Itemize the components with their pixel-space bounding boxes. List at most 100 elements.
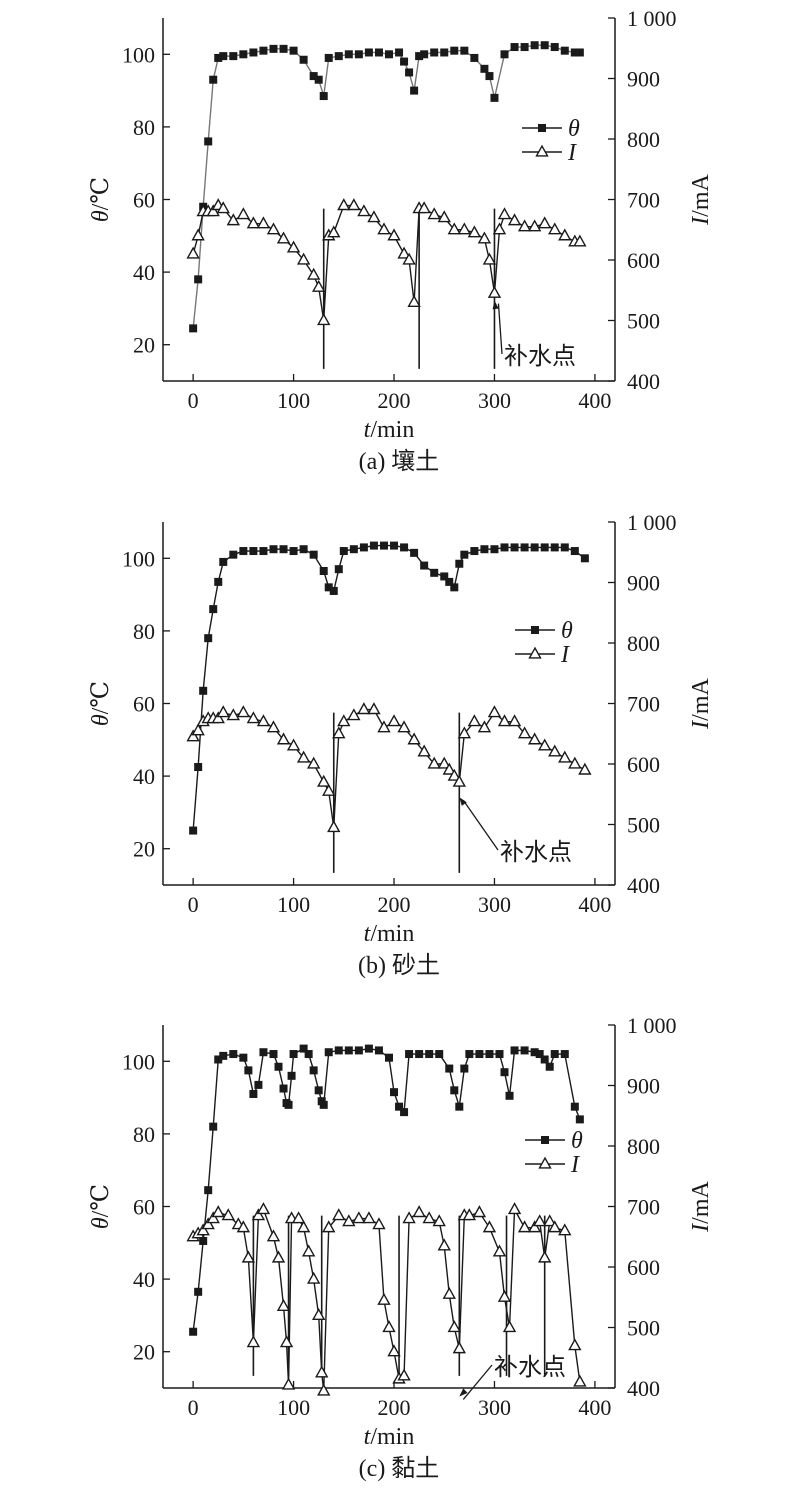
data-point-triangle	[226, 213, 241, 226]
data-point-triangle	[306, 756, 321, 769]
chart-panel-2: 0 100 200 300 400 20 40 60 80 100 400 500 600 700 800 9…	[88, 510, 714, 979]
data-point-square	[495, 1050, 504, 1059]
axes-frame	[162, 522, 616, 886]
data-point-triangle	[271, 1250, 286, 1263]
data-point-square	[430, 48, 439, 57]
data-point-square	[405, 68, 414, 77]
data-point-triangle	[226, 708, 241, 721]
data-point-triangle	[296, 1220, 311, 1233]
data-point-triangle	[467, 225, 482, 238]
y-left-tick-label: 40	[133, 764, 155, 789]
data-point-triangle	[548, 222, 562, 235]
data-point-square	[244, 1066, 253, 1075]
data-point-triangle	[472, 1205, 487, 1218]
data-point-square	[540, 1055, 549, 1064]
series-current	[186, 198, 587, 326]
data-point-square	[324, 583, 333, 592]
data-point-square	[229, 52, 238, 61]
data-point-square	[490, 545, 499, 554]
data-point-triangle	[543, 1214, 557, 1227]
data-point-square	[420, 561, 429, 570]
x-tick-label: 100	[277, 892, 310, 917]
data-point-triangle	[417, 201, 431, 214]
y-left-tick-label: 100	[122, 1049, 155, 1074]
data-point-square	[229, 1050, 238, 1059]
annotation-label: 补水点	[504, 343, 576, 370]
data-point-triangle	[332, 1208, 346, 1221]
data-point-triangle	[402, 252, 416, 265]
data-point-triangle	[201, 1217, 215, 1230]
annotation-label: 补水点	[500, 839, 572, 866]
annotation-arrow-head	[492, 300, 499, 310]
data-point-square	[364, 48, 373, 57]
legend-label-current: I	[570, 1152, 580, 1178]
data-point-square	[490, 93, 499, 102]
data-point-square	[289, 46, 298, 55]
data-point-triangle	[211, 711, 225, 724]
data-point-square	[470, 547, 479, 556]
refill-markers	[332, 712, 461, 873]
y-right-tick-label: 1 000	[627, 1013, 677, 1038]
data-point-triangle	[437, 756, 451, 769]
refill-annotation: 补水点	[459, 1354, 566, 1400]
data-point-triangle	[517, 1220, 532, 1233]
data-point-square	[324, 1048, 333, 1057]
data-point-triangle	[397, 720, 411, 733]
data-point-triangle	[573, 1374, 587, 1387]
x-tick-label: 200	[378, 1395, 411, 1420]
data-point-square	[510, 43, 519, 52]
legend-label-current: I	[560, 642, 570, 668]
data-point-triangle	[291, 1211, 306, 1224]
data-point-square	[204, 1186, 213, 1195]
data-point-square	[354, 50, 363, 59]
x-axis-title: t/min	[364, 1424, 415, 1450]
data-point-square	[239, 1053, 248, 1062]
y-right-tick-label: 400	[627, 1376, 660, 1401]
data-point-square	[385, 50, 393, 59]
data-point-square	[540, 41, 549, 50]
data-point-square	[249, 547, 258, 556]
y-left-tick-label: 80	[133, 1122, 155, 1147]
data-point-square	[530, 41, 539, 50]
data-point-triangle	[397, 1368, 411, 1381]
data-point-square	[560, 1050, 569, 1059]
data-point-square	[470, 53, 479, 62]
data-point-square	[520, 543, 529, 552]
data-point-triangle	[452, 774, 467, 787]
y-right-tick-label: 400	[627, 369, 660, 394]
data-point-square	[460, 550, 469, 559]
y-right-tick-label: 500	[627, 309, 660, 334]
data-point-square	[214, 53, 223, 62]
data-point-square	[560, 543, 569, 552]
y-left-tick-label: 100	[122, 42, 155, 67]
data-point-square	[299, 55, 308, 64]
data-point-triangle	[352, 1211, 366, 1224]
annotation-arrow-line	[462, 1364, 493, 1400]
data-point-triangle	[487, 705, 502, 718]
y-right-tick-label: 900	[627, 571, 660, 596]
data-point-triangle	[196, 1223, 210, 1236]
data-point-triangle	[357, 204, 371, 217]
data-point-square	[349, 545, 358, 554]
data-point-triangle	[527, 219, 542, 232]
data-point-triangle	[251, 1208, 266, 1221]
data-point-square	[410, 86, 419, 95]
legend-label-theta: θ	[571, 1128, 583, 1154]
data-point-triangle	[427, 756, 441, 769]
data-point-square	[259, 547, 268, 556]
data-point-square	[189, 1327, 198, 1336]
data-point-square	[395, 1102, 404, 1111]
data-point-triangle	[517, 726, 532, 739]
data-point-square	[535, 1050, 544, 1059]
data-point-square	[209, 605, 218, 614]
y-right-axis-title: I/mA	[688, 1181, 714, 1233]
data-point-triangle	[537, 1250, 552, 1263]
legend: θI	[522, 116, 580, 166]
data-point-square	[520, 1046, 529, 1055]
data-point-triangle	[457, 726, 472, 739]
data-point-square	[445, 1064, 454, 1073]
data-point-square	[570, 547, 579, 556]
data-point-square	[199, 1236, 208, 1245]
data-point-square	[254, 1080, 263, 1089]
annotation-arrow-line	[497, 303, 503, 355]
